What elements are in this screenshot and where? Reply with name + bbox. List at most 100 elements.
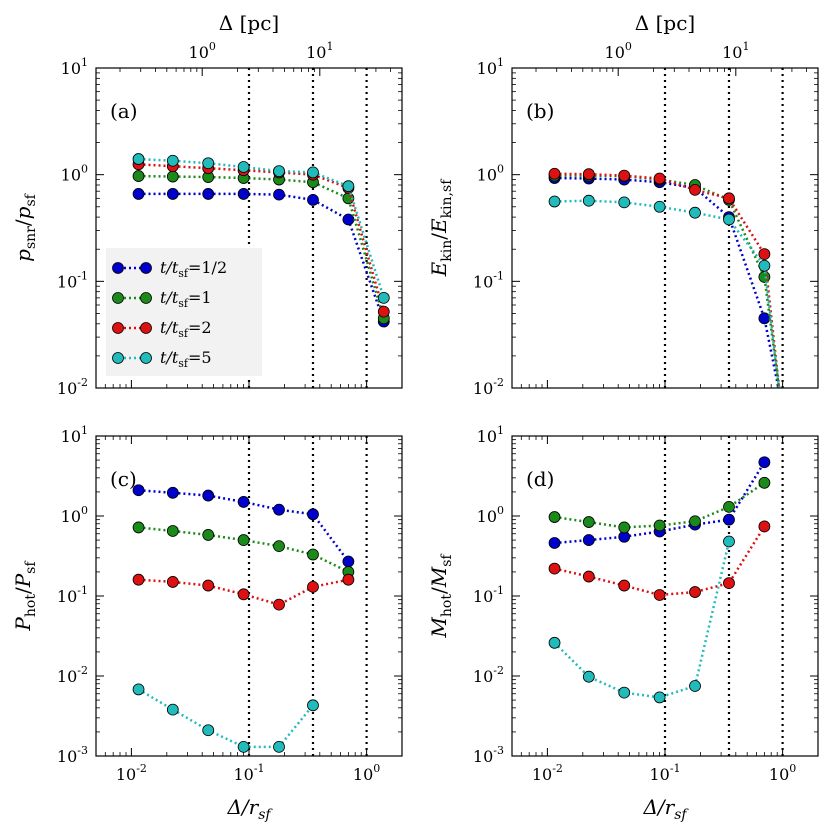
y-tick-exp: -1 [77, 269, 88, 282]
data-point [548, 167, 561, 180]
data-point [582, 194, 595, 207]
x-tick-label: 100 [769, 762, 796, 784]
y-axis-title-base-sub: kin [439, 240, 455, 262]
top-axis-title: Δ [pc] [635, 11, 695, 35]
x-tick-exp: -2 [136, 762, 147, 775]
data-point [273, 598, 285, 611]
data-point [342, 180, 355, 193]
y-tick-base: 10 [61, 507, 81, 526]
y-tick-base: 10 [57, 379, 77, 398]
legend-label: t/tsf=1/2 [160, 258, 227, 280]
data-point [653, 519, 666, 532]
data-point [307, 580, 319, 593]
data-point [132, 153, 145, 165]
data-point [342, 573, 355, 586]
y-tick-base: 10 [473, 667, 493, 686]
y-tick-base: 10 [57, 747, 77, 766]
data-point [723, 577, 735, 589]
y-tick-exp: 1 [81, 424, 88, 437]
x-tick-base: 10 [233, 765, 253, 784]
y-tick-label: 100 [61, 504, 88, 526]
data-point [166, 170, 179, 183]
legend-marker [112, 262, 124, 274]
data-point [689, 206, 701, 219]
x-tick-label: 100 [353, 762, 380, 784]
series-line-2 [138, 163, 385, 312]
data-point [548, 636, 561, 649]
data-point [653, 200, 666, 213]
legend-prefix: t/t [160, 258, 179, 277]
top-tick-exp: 0 [625, 40, 632, 53]
y-axis-title-slash: / [11, 219, 35, 226]
panel-label: (b) [526, 99, 554, 123]
data-point [202, 188, 215, 200]
legend-sub: sf [178, 267, 189, 280]
data-point [689, 515, 701, 528]
data-point [758, 476, 771, 489]
top-tick-label: 101 [722, 40, 749, 62]
data-point [307, 699, 319, 712]
top-tick-base: 10 [605, 43, 625, 62]
x-tick-base: 10 [353, 765, 373, 784]
y-tick-label: 101 [61, 56, 88, 78]
y-tick-label: 10-1 [473, 269, 504, 291]
legend-label: t/tsf=5 [160, 348, 212, 370]
y-tick-label: 10-2 [57, 376, 88, 398]
y-tick-label: 101 [477, 56, 504, 78]
series-group [132, 153, 390, 328]
y-tick-label: 100 [477, 504, 504, 526]
y-tick-exp: 1 [497, 424, 504, 437]
data-point [237, 496, 250, 508]
data-point [202, 489, 215, 502]
series-group [548, 456, 771, 704]
top-tick-exp: 1 [742, 40, 749, 53]
x-tick-base: 10 [649, 765, 669, 784]
data-point [618, 579, 631, 592]
y-tick-exp: -1 [493, 269, 504, 282]
y-axis-title-den-sub: kin,sf [439, 178, 455, 219]
y-tick-exp: -3 [77, 744, 88, 757]
x-tick-exp: -2 [552, 762, 563, 775]
top-tick-exp: 1 [326, 40, 333, 53]
data-point [237, 534, 250, 546]
y-tick-label: 10-2 [57, 664, 88, 686]
legend-prefix: t/t [160, 288, 179, 307]
data-point [202, 724, 215, 737]
legend-marker [140, 352, 152, 364]
x-axis-title: Δ/rsf [642, 795, 689, 823]
y-axis-title-slash: / [427, 233, 451, 240]
data-point [618, 686, 631, 699]
legend-label: t/tsf=1 [160, 288, 212, 310]
legend-marker [112, 352, 124, 364]
data-point [132, 683, 145, 696]
y-tick-base: 10 [473, 272, 493, 291]
y-tick-label: 10-1 [57, 584, 88, 606]
y-axis-title-den-sub: sf [23, 560, 39, 574]
data-point [689, 183, 701, 196]
x-axis-title: Δ/rsf [226, 795, 273, 823]
data-point [618, 196, 631, 209]
y-tick-base: 10 [473, 379, 493, 398]
data-point [618, 169, 631, 182]
legend-sub: sf [178, 357, 189, 370]
legend-marker [140, 322, 152, 334]
legend-marker [112, 322, 124, 334]
y-tick-exp: 0 [81, 163, 88, 176]
panel-label: (a) [110, 99, 138, 123]
data-point [166, 703, 179, 716]
data-point [166, 525, 179, 537]
data-point [377, 305, 390, 318]
y-tick-label: 10-2 [473, 664, 504, 686]
data-point [548, 195, 561, 208]
data-point [723, 192, 735, 205]
data-point [582, 534, 595, 546]
data-point [307, 166, 319, 179]
data-point [582, 670, 595, 683]
data-point [758, 259, 771, 272]
legend-prefix: t/t [160, 318, 179, 337]
panel-frame [95, 435, 403, 757]
panel-frame [95, 67, 403, 389]
y-axis-title-den-sub: sf [439, 553, 455, 567]
